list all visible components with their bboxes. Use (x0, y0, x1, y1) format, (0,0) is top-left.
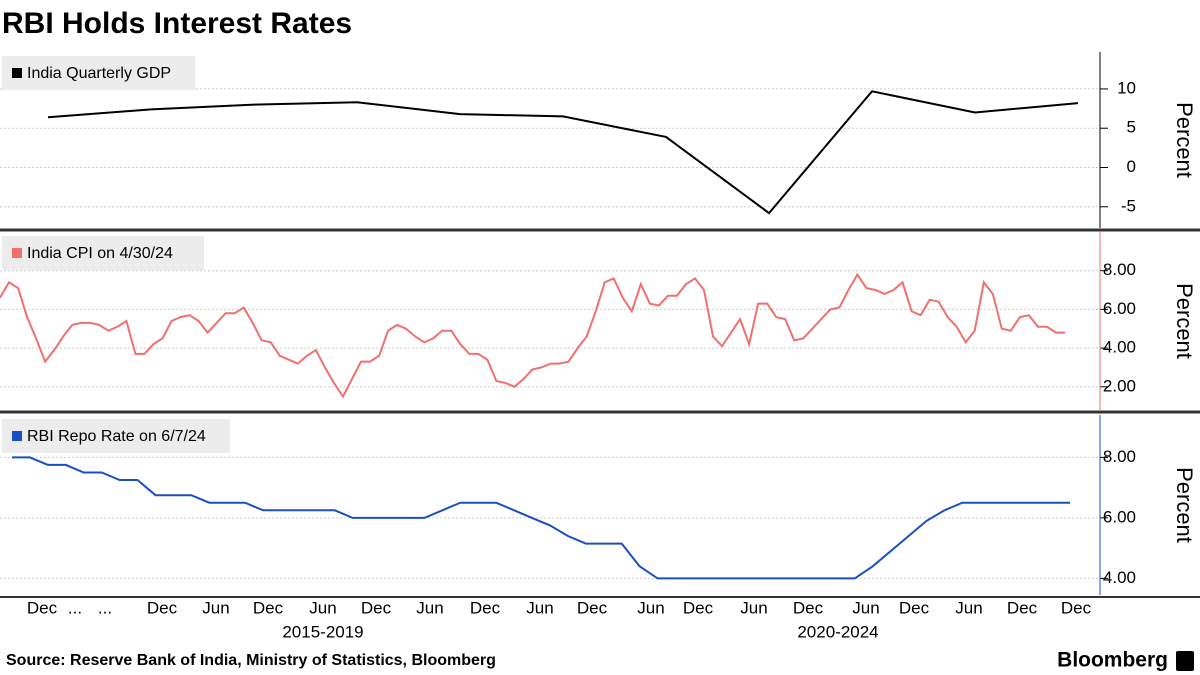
brand: Bloomberg (1057, 649, 1168, 672)
legend-box (2, 419, 230, 453)
x-tick-label: Dec (1061, 598, 1092, 617)
x-tick-label: ... (68, 598, 82, 617)
y-axis-label: Percent (1172, 102, 1197, 178)
brand-icon (1176, 651, 1194, 671)
y-tick-label: 10 (1117, 78, 1136, 97)
x-tick-label: Jun (955, 598, 982, 617)
legend-swatch (12, 248, 22, 258)
x-tick-label: Dec (1007, 598, 1038, 617)
x-tick-label: Dec (899, 598, 930, 617)
x-tick-label: Jun (309, 598, 336, 617)
legend-label: India Quarterly GDP (27, 65, 171, 82)
y-axis-label: Percent (1172, 283, 1197, 359)
y-tick-label: 2.00 (1103, 376, 1136, 395)
x-tick-label: ... (98, 598, 112, 617)
x-tick-label: Dec (793, 598, 824, 617)
x-period-label: 2015-2019 (282, 622, 363, 641)
x-period-label: 2020-2024 (797, 622, 878, 641)
legend-swatch (12, 431, 22, 441)
legend-label: RBI Repo Rate on 6/7/24 (27, 428, 206, 445)
source: Source: Reserve Bank of India, Ministry … (6, 652, 496, 669)
x-tick-label: Dec (683, 598, 714, 617)
x-tick-label: Jun (852, 598, 879, 617)
x-tick-label: Dec (470, 598, 501, 617)
y-tick-label: 6.00 (1103, 299, 1136, 318)
x-tick-label: Dec (27, 598, 58, 617)
y-tick-label: -5 (1121, 196, 1136, 215)
legend-box (2, 236, 204, 270)
x-tick-label: Jun (526, 598, 553, 617)
x-tick-label: Dec (253, 598, 284, 617)
x-tick-label: Dec (577, 598, 608, 617)
y-tick-label: 0 (1127, 157, 1136, 176)
line (0, 272, 1065, 399)
y-tick-label: 4.00 (1103, 568, 1136, 587)
x-tick-label: Dec (147, 598, 178, 617)
y-tick-label: 6.00 (1103, 507, 1136, 526)
y-tick-label: 4.00 (1103, 338, 1136, 357)
x-tick-label: Dec (361, 598, 392, 617)
x-tick-label: Jun (740, 598, 767, 617)
y-tick-label: 5 (1127, 118, 1136, 137)
chart-title: RBI Holds Interest Rates (2, 7, 352, 40)
line (47, 90, 1079, 215)
y-axis-label: Percent (1172, 467, 1197, 543)
line (12, 456, 1070, 580)
x-tick-label: Jun (416, 598, 443, 617)
legend-swatch (12, 68, 22, 78)
x-tick-label: Jun (202, 598, 229, 617)
y-tick-label: 8.00 (1103, 447, 1136, 466)
legend-label: India CPI on 4/30/24 (27, 245, 173, 262)
legend-box (2, 56, 196, 90)
y-tick-label: 8.00 (1103, 260, 1136, 279)
x-tick-label: Jun (637, 598, 664, 617)
